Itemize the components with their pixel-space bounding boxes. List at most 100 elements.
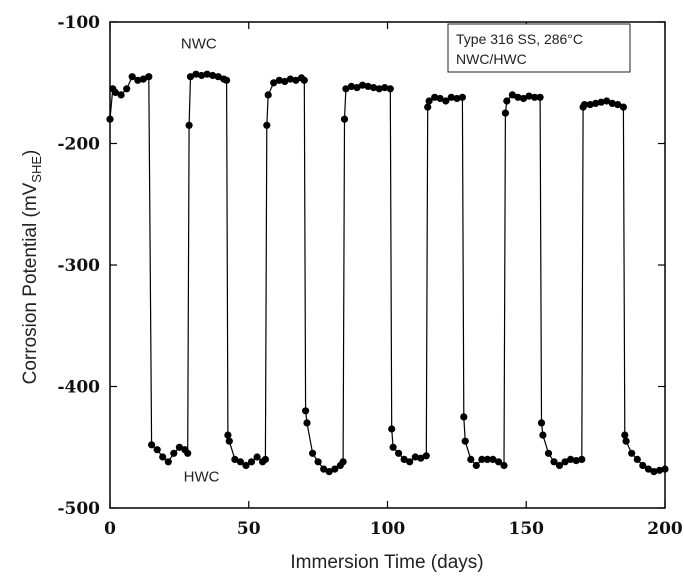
data-point <box>364 82 372 90</box>
data-point <box>386 85 394 93</box>
data-point <box>489 455 497 463</box>
data-point <box>550 458 558 466</box>
data-point <box>388 425 396 433</box>
data-point <box>561 458 569 466</box>
series-line-0 <box>109 73 666 473</box>
data-point <box>483 455 491 463</box>
data-point <box>389 443 397 451</box>
data-point <box>417 454 425 462</box>
data-point <box>567 455 575 463</box>
data-point <box>223 76 231 84</box>
y-axis-ticks: -100 -200 -300 -400 -500 <box>57 13 665 519</box>
series-line-group <box>109 73 666 473</box>
data-point <box>203 70 211 78</box>
data-point <box>192 70 200 78</box>
x-tick-label: 50 <box>237 519 261 539</box>
data-point <box>347 82 355 90</box>
y-tick-label: -100 <box>57 13 100 33</box>
data-point <box>175 443 183 451</box>
data-point <box>592 99 600 107</box>
data-point <box>537 419 546 427</box>
data-point <box>406 458 414 466</box>
data-point <box>314 458 322 466</box>
y-tick-label: -300 <box>57 256 100 276</box>
data-point <box>353 84 361 92</box>
data-point <box>370 84 378 92</box>
data-point <box>159 453 167 461</box>
data-point <box>597 98 605 106</box>
data-point <box>400 455 408 463</box>
data-point <box>214 73 222 81</box>
y-tick-label: -400 <box>57 378 100 398</box>
x-tick-label: 0 <box>104 519 116 539</box>
y-tick-label: -500 <box>57 499 100 519</box>
data-point <box>209 71 217 80</box>
x-axis-ticks: 0 50 100 150 200 <box>104 22 683 539</box>
data-point <box>639 461 647 470</box>
data-point <box>123 85 131 93</box>
data-point <box>236 458 244 466</box>
y-tick-label: -200 <box>57 135 100 155</box>
x-axis-label: Immersion Time (days) <box>290 552 483 573</box>
data-point <box>578 455 586 463</box>
data-point <box>633 455 641 463</box>
y-axis-label: Corrosion Potential (mVSHE) <box>20 150 44 385</box>
data-point <box>525 92 533 100</box>
data-point <box>340 115 349 123</box>
data-point <box>111 88 120 97</box>
data-point <box>375 85 383 93</box>
annotation-hwc: HWC <box>184 468 220 485</box>
y-axis-label-end: ) <box>20 150 41 156</box>
data-point <box>153 446 161 454</box>
data-point <box>395 449 403 457</box>
data-point <box>572 457 580 465</box>
data-point <box>655 466 664 474</box>
data-point <box>139 75 147 83</box>
data-point <box>170 449 178 457</box>
data-point <box>128 73 136 81</box>
legend-line-1: Type 316 SS, 286°C <box>456 31 583 47</box>
data-point <box>614 101 622 109</box>
data-point <box>622 437 630 445</box>
data-point <box>586 101 594 109</box>
data-point <box>134 76 142 84</box>
data-point <box>185 121 193 129</box>
data-point <box>621 431 629 439</box>
data-point <box>300 76 308 84</box>
data-point <box>117 91 125 99</box>
data-point <box>320 465 328 473</box>
data-point <box>106 115 114 123</box>
data-point <box>381 84 389 92</box>
data-point <box>186 73 195 81</box>
data-point <box>231 455 239 463</box>
data-point <box>339 458 347 466</box>
data-point <box>603 97 611 105</box>
data-point <box>503 97 511 105</box>
data-point <box>644 465 653 473</box>
data-point <box>184 449 192 457</box>
data-point <box>247 458 256 466</box>
data-point <box>436 94 444 103</box>
annotation-nwc: NWC <box>181 36 217 53</box>
data-point <box>580 101 589 109</box>
data-point <box>539 431 547 439</box>
data-point <box>424 103 432 111</box>
data-point <box>650 468 658 476</box>
data-point <box>628 449 636 457</box>
x-tick-label: 100 <box>370 519 406 539</box>
data-point <box>661 465 669 473</box>
data-point <box>461 437 469 445</box>
data-point <box>508 91 516 99</box>
y-axis-label-subscript: SHE <box>29 156 44 183</box>
data-point <box>447 93 455 101</box>
data-point <box>536 93 544 101</box>
data-point <box>500 461 508 470</box>
data-point <box>460 413 468 421</box>
data-point <box>302 407 310 415</box>
data-point <box>411 453 419 461</box>
data-point <box>608 99 616 107</box>
data-point <box>263 121 271 129</box>
data-point <box>358 81 367 89</box>
data-point <box>501 109 509 117</box>
